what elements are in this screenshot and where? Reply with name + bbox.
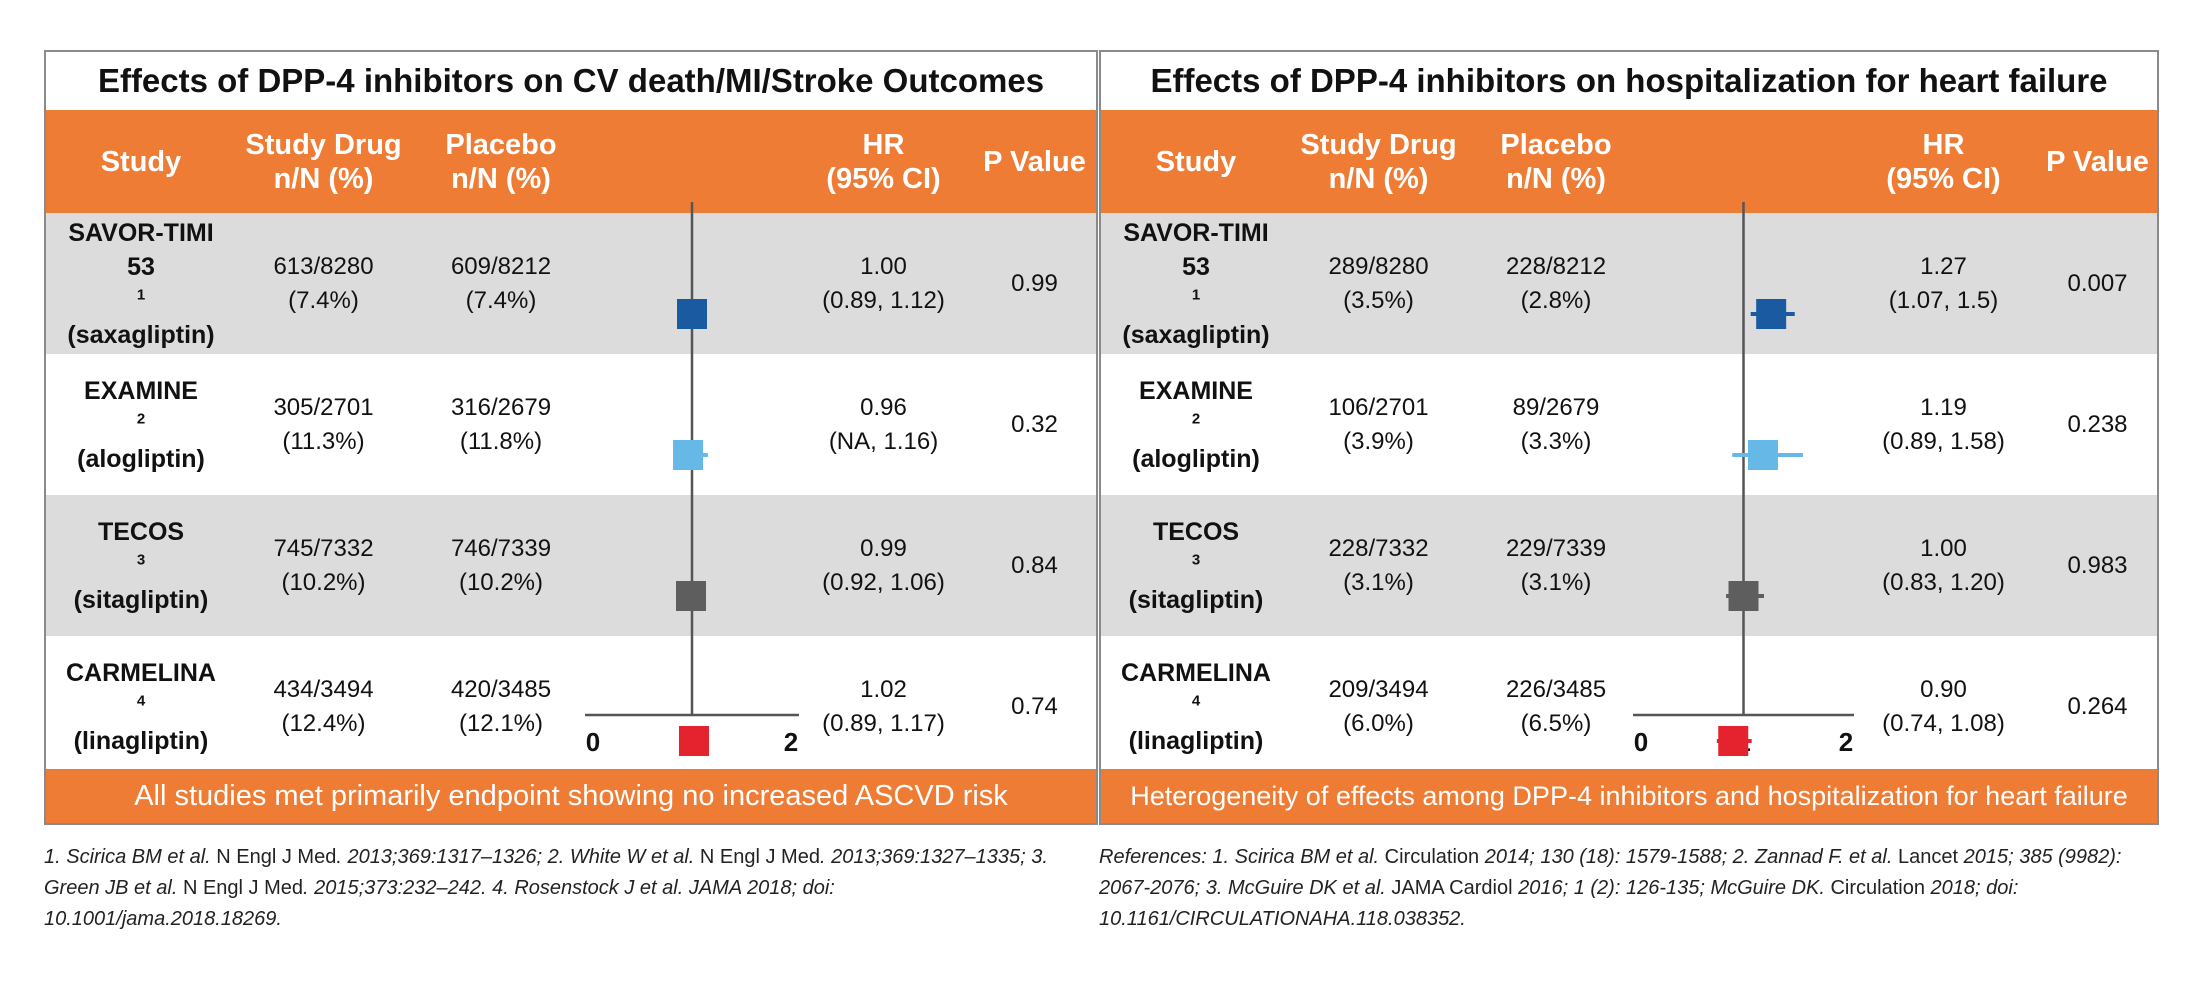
hr-value: 0.90 (0.74, 1.08) <box>1882 675 2005 737</box>
hr-value: 0.96 (NA, 1.16) <box>828 393 939 455</box>
placebo-value: 229/7339 (3.1%) <box>1505 534 1607 596</box>
placebo-value: 89/2679 (3.3%) <box>1512 393 1600 455</box>
panel-title: Effects of DPP-4 inhibitors on hospitali… <box>1150 62 2108 99</box>
study-drug-value: 228/7332 (3.1%) <box>1328 534 1429 596</box>
placebo-value: 226/3485 (6.5%) <box>1505 675 1607 737</box>
p-value: 0.264 <box>2067 692 2128 720</box>
references-right: References: 1. Scirica BM et al. Circula… <box>1099 846 2122 930</box>
panel-footer: All studies met primarily endpoint showi… <box>46 769 1096 823</box>
cv-outcomes-panel: Effects of DPP-4 inhibitors on CV death/… <box>44 50 1098 825</box>
hr-value: 1.00 (0.83, 1.20) <box>1882 534 2005 596</box>
study-name: TECOS 3 (sitagliptin) <box>1128 517 1264 614</box>
header-p-value: P Value <box>983 145 1086 178</box>
p-value: 0.983 <box>2067 551 2128 579</box>
table-header: Study Study Drug n/N (%) Placebo n/N (%) H… <box>46 110 1096 213</box>
study-drug-value: 434/3494 (12.4%) <box>273 675 374 737</box>
header-study: Study <box>1155 145 1237 178</box>
header-study: Study <box>100 145 182 178</box>
study-drug-value: 613/8280 (7.4%) <box>273 252 374 314</box>
table-header: Study Study Drug n/N (%) Placebo n/N (%) H… <box>1101 110 2157 213</box>
study-name: CARMELINA 4 (linagliptin) <box>1121 658 1271 755</box>
placebo-value: 420/3485 (12.1%) <box>450 675 552 737</box>
hr-value: 0.99 (0.92, 1.06) <box>822 534 945 596</box>
p-value: 0.74 <box>1011 692 1058 720</box>
table-row: EXAMINE 2 (alogliptin) 106/2701 (3.9%) 89/2… <box>1101 354 2157 495</box>
table-row: EXAMINE 2 (alogliptin) 305/2701 (11.3%) 316… <box>46 354 1096 495</box>
table-row: TECOS 3 (sitagliptin) 228/7332 (3.1%) 229/7… <box>1101 495 2157 636</box>
study-drug-value: 209/3494 (6.0%) <box>1328 675 1429 737</box>
panel-title: Effects of DPP-4 inhibitors on CV death/… <box>97 62 1045 99</box>
study-drug-value: 289/8280 (3.5%) <box>1328 252 1429 314</box>
study-name: EXAMINE 2 (alogliptin) <box>77 376 205 473</box>
study-name: SAVOR-TIMI 53 1 (saxagliptin) <box>67 218 215 349</box>
study-drug-value: 745/7332 (10.2%) <box>273 534 374 596</box>
header-placebo: Placebo n/N (%) <box>1500 128 1612 195</box>
p-value: 0.238 <box>2067 410 2128 438</box>
table-row: SAVOR-TIMI 53 1 (saxagliptin) 289/8280 (3.5%… <box>1101 213 2157 354</box>
header-placebo: Placebo n/N (%) <box>445 128 557 195</box>
placebo-value: 316/2679 (11.8%) <box>450 393 552 455</box>
p-value: 0.84 <box>1011 551 1058 579</box>
references-left: 1. Scirica BM et al. N Engl J Med. 2013;… <box>44 846 1048 930</box>
hr-value: 1.19 (0.89, 1.58) <box>1882 393 2005 455</box>
study-name: EXAMINE 2 (alogliptin) <box>1132 376 1260 473</box>
p-value: 0.32 <box>1011 410 1058 438</box>
table-row: TECOS 3 (sitagliptin) 745/7332 (10.2%) 746/… <box>46 495 1096 636</box>
hr-value: 1.27 (1.07, 1.5) <box>1888 252 1999 314</box>
header-p-value: P Value <box>2046 145 2149 178</box>
study-name: TECOS 3 (sitagliptin) <box>73 517 209 614</box>
p-value: 0.99 <box>1011 269 1058 297</box>
header-hr: HR (95% CI) <box>826 128 941 195</box>
header-study-drug: Study Drug n/N (%) <box>1300 128 1457 195</box>
hr-value: 1.00 (0.89, 1.12) <box>822 252 945 314</box>
placebo-value: 228/8212 (2.8%) <box>1505 252 1607 314</box>
study-drug-value: 106/2701 (3.9%) <box>1328 393 1429 455</box>
table-row: SAVOR-TIMI 53 1 (saxagliptin) 613/8280 (7.4%… <box>46 213 1096 354</box>
header-hr: HR (95% CI) <box>1886 128 2001 195</box>
placebo-value: 609/8212 (7.4%) <box>450 252 552 314</box>
placebo-value: 746/7339 (10.2%) <box>450 534 552 596</box>
header-study-drug: Study Drug n/N (%) <box>245 128 402 195</box>
study-name: CARMELINA 4 (linagliptin) <box>66 658 216 755</box>
table-row: CARMELINA 4 (linagliptin) 209/3494 (6.0%) 2… <box>1101 636 2157 777</box>
p-value: 0.007 <box>2067 269 2128 297</box>
panel-footer: Heterogeneity of effects among DPP-4 inh… <box>1101 769 2157 823</box>
table-row: CARMELINA 4 (linagliptin) 434/3494 (12.4%) … <box>46 636 1096 777</box>
hr-value: 1.02 (0.89, 1.17) <box>822 675 945 737</box>
study-name: SAVOR-TIMI 53 1 (saxagliptin) <box>1122 218 1270 349</box>
heart-failure-panel: Effects of DPP-4 inhibitors on hospitali… <box>1099 50 2159 825</box>
study-drug-value: 305/2701 (11.3%) <box>273 393 374 455</box>
